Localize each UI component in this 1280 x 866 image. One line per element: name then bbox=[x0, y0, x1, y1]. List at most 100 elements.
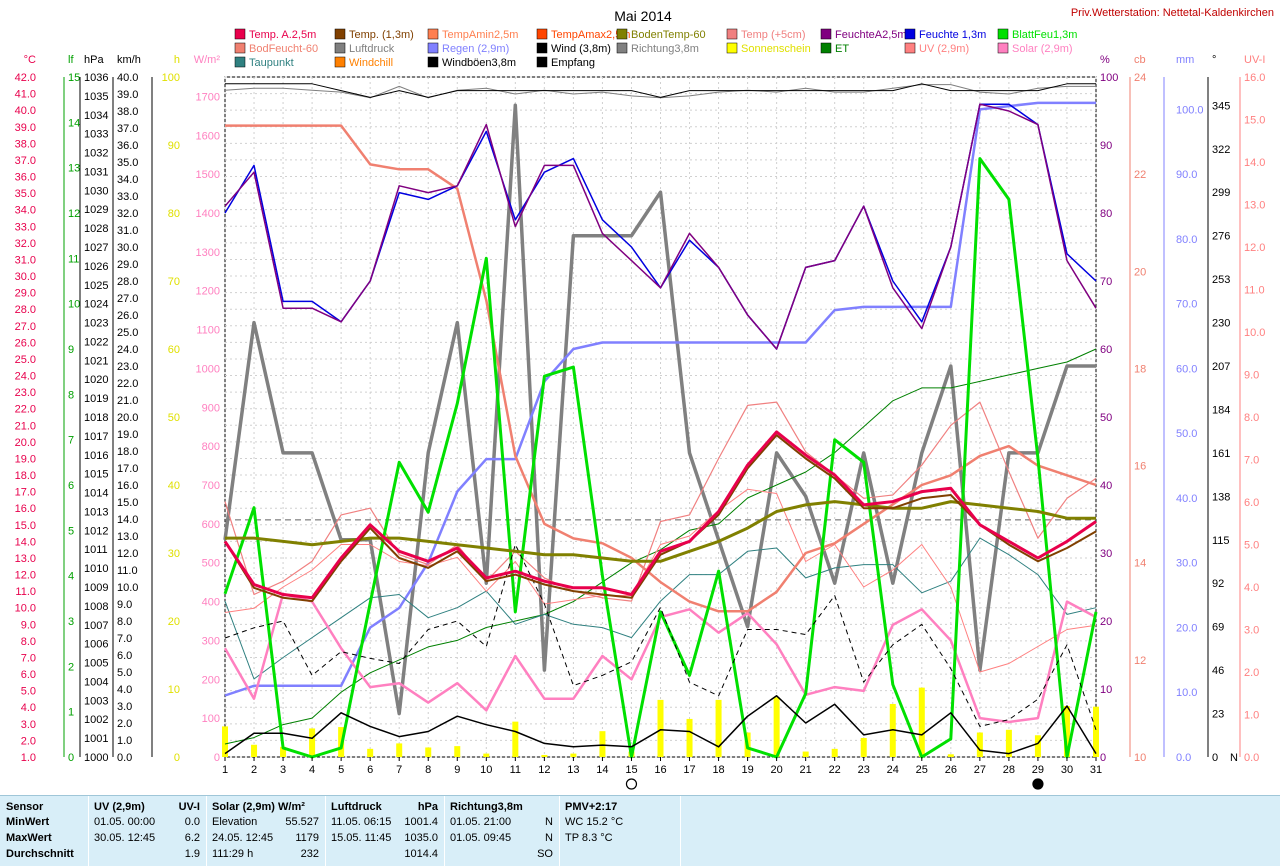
mm-axis-tick-label: 100.0 bbox=[1176, 104, 1204, 116]
hpa-axis-tick-label: 1002 bbox=[84, 714, 108, 726]
hpa-axis-tick-label: 1007 bbox=[84, 620, 108, 632]
x-tick-label: 8 bbox=[425, 764, 431, 776]
h-axis-tick-label: 10 bbox=[168, 684, 180, 696]
footer-row: 1014.4 bbox=[325, 847, 444, 862]
deg-axis-unit: ° bbox=[1212, 54, 1216, 66]
footer-header-unit: UV-I bbox=[178, 801, 200, 813]
uvi-axis-tick-label: 7.0 bbox=[1244, 455, 1259, 467]
x-tick-label: 15 bbox=[625, 764, 637, 776]
deg-axis-tick-label: 115 bbox=[1212, 535, 1230, 547]
footer-column: Richtung3,8m 01.05. 21:00 N 01.05. 09:45 N SO bbox=[444, 796, 560, 866]
uvi-axis-tick-label: 13.0 bbox=[1244, 200, 1265, 212]
pct-axis-tick-label: 50 bbox=[1100, 412, 1112, 424]
series-line-windb-en3-8m bbox=[224, 544, 1097, 730]
cb-axis-tick-label: 22 bbox=[1134, 169, 1146, 181]
deg-axis-tick-label: 207 bbox=[1212, 361, 1230, 373]
sunshine-bar bbox=[715, 699, 722, 757]
kmh-axis-tick-label: 18.0 bbox=[117, 446, 138, 458]
h-axis-tick-label: 90 bbox=[168, 140, 180, 152]
uvi-axis-tick-label: 10.0 bbox=[1244, 327, 1265, 339]
pct-axis-tick-label: 70 bbox=[1100, 276, 1112, 288]
cb-axis-tick-label: 16 bbox=[1134, 461, 1146, 473]
kmh-axis-tick-label: 9.0 bbox=[117, 599, 132, 611]
h-axis-tick-label: 30 bbox=[168, 548, 180, 560]
uvi-axis-tick-label: 15.0 bbox=[1244, 115, 1265, 127]
kmh-axis-tick-label: 6.0 bbox=[117, 650, 132, 662]
sunshine-bar bbox=[773, 697, 780, 757]
hpa-axis-tick-label: 1032 bbox=[84, 148, 108, 160]
legend-entry: Temp (+5cm) bbox=[741, 29, 806, 41]
lf-axis-tick-label: 5 bbox=[68, 525, 74, 537]
hpa-axis-tick-label: 1005 bbox=[84, 658, 108, 670]
sunshine-bar bbox=[657, 699, 664, 757]
lf-axis-tick-label: 14 bbox=[68, 117, 80, 129]
temp-axis-tick-label: 38.0 bbox=[15, 138, 36, 150]
mm-axis-tick-label: 80.0 bbox=[1176, 234, 1197, 246]
hpa-axis-tick-label: 1014 bbox=[84, 488, 108, 500]
footer-row: 01.05. 09:45 N bbox=[444, 831, 559, 846]
legend-swatch bbox=[234, 56, 246, 68]
kmh-axis-tick-label: 32.0 bbox=[117, 208, 138, 220]
legend-swatch bbox=[616, 42, 628, 54]
x-tick-label: 26 bbox=[945, 764, 957, 776]
legend-entry: Regen (2,9m) bbox=[442, 43, 509, 55]
x-tick-label: 23 bbox=[858, 764, 870, 776]
pct-axis-tick-label: 90 bbox=[1100, 140, 1112, 152]
deg-axis-tick-label: 92 bbox=[1212, 578, 1224, 590]
sunshine-bar bbox=[541, 754, 548, 757]
kmh-axis-tick-label: 25.0 bbox=[117, 327, 138, 339]
wm2-axis-tick-label: 1600 bbox=[196, 130, 220, 142]
lf-axis-tick-label: 0 bbox=[68, 752, 74, 764]
h-axis-tick-label: 80 bbox=[168, 208, 180, 220]
kmh-axis-tick-label: 8.0 bbox=[117, 616, 132, 628]
temp-axis-tick-label: 15.0 bbox=[15, 520, 36, 532]
kmh-axis-tick-label: 26.0 bbox=[117, 310, 138, 322]
legend-entry: TempAmin2,5m bbox=[442, 29, 518, 41]
sunshine-bar bbox=[918, 687, 925, 757]
legend-entry: Taupunkt bbox=[249, 57, 294, 69]
hpa-axis-tick-label: 1006 bbox=[84, 639, 108, 651]
legend-swatch bbox=[334, 56, 346, 68]
legend-entry: UV (2,9m) bbox=[919, 43, 969, 55]
pct-axis-tick-label: 20 bbox=[1100, 616, 1112, 628]
kmh-axis-tick-label: 35.0 bbox=[117, 157, 138, 169]
wm2-axis-tick-label: 700 bbox=[202, 480, 220, 492]
kmh-axis-tick-label: 28.0 bbox=[117, 276, 138, 288]
legend-swatch bbox=[904, 42, 916, 54]
sunshine-bar bbox=[309, 728, 316, 757]
legend-swatch bbox=[536, 56, 548, 68]
kmh-axis-tick-label: 40.0 bbox=[117, 72, 138, 84]
hpa-axis-tick-label: 1009 bbox=[84, 582, 108, 594]
lf-axis-tick-label: 11 bbox=[68, 253, 79, 265]
pct-axis-tick-label: 40 bbox=[1100, 480, 1112, 492]
legend: Temp. A.2,5m Temp. (1,3m) TempAmin2,5m Temp… bbox=[234, 28, 1077, 69]
footer-row: 1.9 bbox=[88, 847, 206, 862]
series-line-temp-5cm- bbox=[224, 401, 1097, 602]
sunshine-bar bbox=[860, 737, 867, 757]
series-line-richtung3-8m bbox=[223, 103, 1096, 716]
legend-entry: Luftdruck bbox=[349, 43, 395, 55]
wm2-axis-tick-label: 1200 bbox=[196, 286, 220, 298]
footer-cell: 01.05. 09:45 bbox=[450, 832, 512, 844]
legend-swatch bbox=[820, 42, 832, 54]
x-tick-label: 11 bbox=[510, 764, 521, 776]
legend-swatch bbox=[234, 28, 246, 40]
temp-axis-tick-label: 17.0 bbox=[15, 487, 36, 499]
x-tick-label: 2 bbox=[251, 764, 257, 776]
kmh-axis-tick-label: 39.0 bbox=[117, 89, 138, 101]
cb-axis-tick-label: 12 bbox=[1134, 655, 1146, 667]
wm2-axis-tick-label: 200 bbox=[202, 674, 220, 686]
x-tick-label: 19 bbox=[741, 764, 753, 776]
kmh-axis-tick-label: 30.0 bbox=[117, 242, 138, 254]
uvi-axis-tick-label: 8.0 bbox=[1244, 412, 1259, 424]
x-tick-label: 4 bbox=[309, 764, 315, 776]
pct-axis-tick-label: 80 bbox=[1100, 208, 1112, 220]
wm2-axis-tick-label: 800 bbox=[202, 441, 220, 453]
x-tick-label: 24 bbox=[887, 764, 899, 776]
footer-header: UV (2,9m) bbox=[94, 801, 145, 813]
hpa-axis-tick-label: 1026 bbox=[84, 261, 108, 273]
mm-axis-tick-label: 10.0 bbox=[1176, 687, 1197, 699]
deg-axis-tick-label: 161 bbox=[1212, 448, 1230, 460]
footer-cell: 11.05. 06:15 bbox=[331, 816, 392, 828]
kmh-axis-tick-label: 24.0 bbox=[117, 344, 138, 356]
